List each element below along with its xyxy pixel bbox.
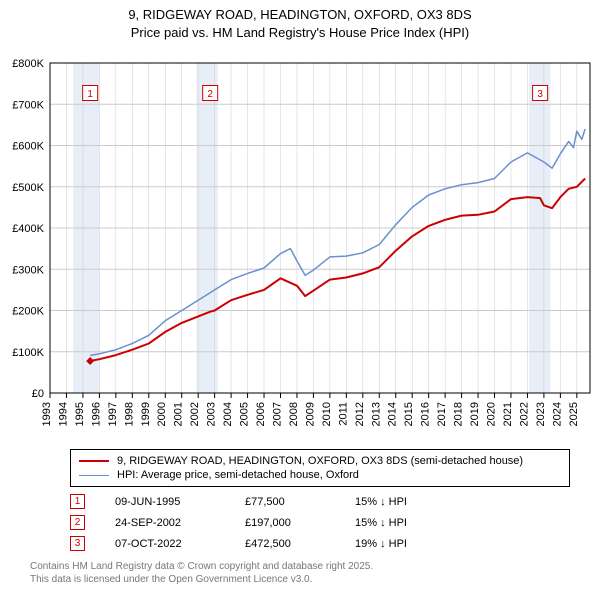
svg-text:2: 2 [207,89,213,100]
svg-text:£400K: £400K [12,223,44,235]
svg-text:2019: 2019 [469,402,481,426]
svg-text:2005: 2005 [239,402,251,426]
svg-text:1993: 1993 [41,402,53,426]
marker-date: 24-SEP-2002 [115,517,215,529]
marker-table-row: 2 24-SEP-2002 £197,000 15% ↓ HPI [70,512,570,533]
marker-number-box: 3 [70,536,85,551]
svg-text:£500K: £500K [12,182,44,194]
svg-text:2015: 2015 [403,402,415,426]
svg-text:2016: 2016 [420,402,432,426]
title-line-2: Price paid vs. HM Land Registry's House … [10,24,590,42]
marker-delta: 15% ↓ HPI [355,496,475,508]
footnote-line-2: This data is licensed under the Open Gov… [30,573,570,586]
marker-delta: 19% ↓ HPI [355,538,475,550]
svg-text:3: 3 [537,89,543,100]
marker-table-row: 3 07-OCT-2022 £472,500 19% ↓ HPI [70,533,570,554]
marker-table-row: 1 09-JUN-1995 £77,500 15% ↓ HPI [70,491,570,512]
svg-text:£200K: £200K [12,306,44,318]
svg-text:2018: 2018 [453,402,465,426]
svg-text:1998: 1998 [123,402,135,426]
marker-table: 1 09-JUN-1995 £77,500 15% ↓ HPI 2 24-SEP-2002… [70,491,570,554]
svg-text:2024: 2024 [551,402,563,426]
svg-text:2012: 2012 [354,402,366,426]
svg-text:2022: 2022 [518,402,530,426]
svg-text:£600K: £600K [12,141,44,153]
chart-svg: £0 £100K £200K £300K £400K £500K £600K £700K £80… [0,43,600,443]
svg-text:2007: 2007 [271,402,283,426]
marker-price: £472,500 [245,538,325,550]
svg-text:2008: 2008 [288,402,300,426]
svg-text:1996: 1996 [90,402,102,426]
legend-row: HPI: Average price, semi-detached house,… [79,468,561,482]
marker-number-box: 2 [70,515,85,530]
legend-label: 9, RIDGEWAY ROAD, HEADINGTON, OXFORD, OX… [117,455,523,467]
svg-text:2021: 2021 [502,402,514,426]
marker-price: £77,500 [245,496,325,508]
marker-price: £197,000 [245,517,325,529]
svg-text:2000: 2000 [156,402,168,426]
svg-text:2002: 2002 [189,402,201,426]
title-block: 9, RIDGEWAY ROAD, HEADINGTON, OXFORD, OX… [0,0,600,43]
svg-text:1999: 1999 [140,402,152,426]
svg-text:2013: 2013 [370,402,382,426]
svg-text:1994: 1994 [57,402,69,426]
title-line-1: 9, RIDGEWAY ROAD, HEADINGTON, OXFORD, OX… [10,6,590,24]
svg-text:£700K: £700K [12,99,44,111]
chart-container: 9, RIDGEWAY ROAD, HEADINGTON, OXFORD, OX… [0,0,600,586]
svg-text:2001: 2001 [173,402,185,426]
svg-text:£800K: £800K [12,58,44,70]
svg-text:£100K: £100K [12,347,44,359]
legend: 9, RIDGEWAY ROAD, HEADINGTON, OXFORD, OX… [70,449,570,487]
svg-text:2004: 2004 [222,402,234,426]
marker-date: 07-OCT-2022 [115,538,215,550]
legend-row: 9, RIDGEWAY ROAD, HEADINGTON, OXFORD, OX… [79,454,561,468]
marker-delta: 15% ↓ HPI [355,517,475,529]
svg-text:2010: 2010 [321,402,333,426]
svg-text:2006: 2006 [255,402,267,426]
svg-text:2023: 2023 [535,402,547,426]
svg-text:2014: 2014 [387,402,399,426]
svg-text:1995: 1995 [74,402,86,426]
footnote-line-1: Contains HM Land Registry data © Crown c… [30,560,570,573]
marker-date: 09-JUN-1995 [115,496,215,508]
footnote: Contains HM Land Registry data © Crown c… [30,560,570,586]
svg-text:2020: 2020 [486,402,498,426]
marker-number-box: 1 [70,494,85,509]
legend-label: HPI: Average price, semi-detached house,… [117,469,359,481]
legend-swatch [79,475,109,476]
legend-swatch [79,460,109,462]
svg-text:2011: 2011 [337,402,349,426]
svg-text:2025: 2025 [568,402,580,426]
svg-text:2017: 2017 [436,402,448,426]
svg-text:£300K: £300K [12,264,44,276]
svg-text:2003: 2003 [206,402,218,426]
chart-plot: £0 £100K £200K £300K £400K £500K £600K £700K £80… [0,43,600,443]
svg-text:£0: £0 [32,388,44,400]
svg-text:1997: 1997 [107,402,119,426]
svg-text:1: 1 [87,89,93,100]
svg-text:2009: 2009 [304,402,316,426]
